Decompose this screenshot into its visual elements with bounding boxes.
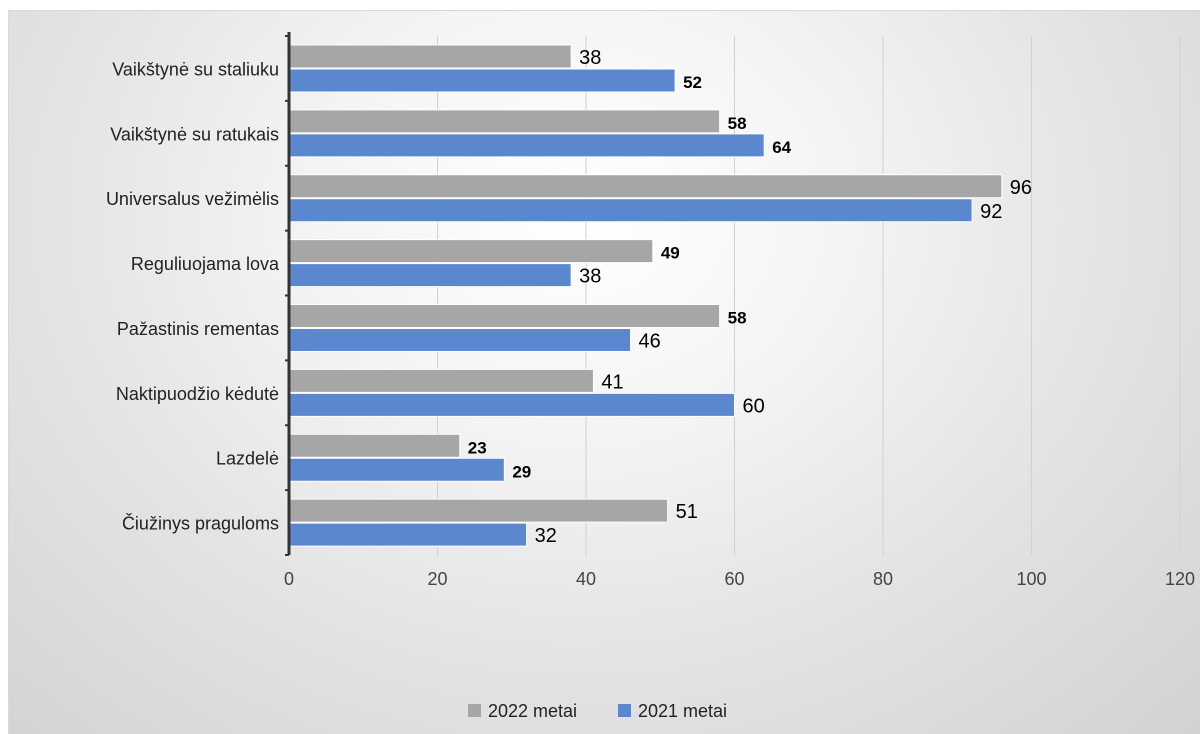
data-label: 58	[728, 309, 747, 328]
bar	[288, 174, 1003, 199]
category-label: Vaikštynė su staliuku	[112, 59, 279, 79]
data-label: 96	[1010, 177, 1032, 199]
category-label: Pažastinis rementas	[117, 319, 279, 339]
legend-label: 2021 metai	[638, 701, 727, 721]
category-labels: Vaikštynė su staliuku Vaikštynė su ratuka…	[106, 59, 280, 533]
legend-label: 2022 metai	[488, 701, 577, 721]
data-label: 51	[676, 501, 698, 523]
category-label: Čiužinys praguloms	[122, 513, 279, 534]
bar	[288, 304, 721, 328]
legend-swatch	[618, 704, 631, 717]
bar	[288, 263, 572, 288]
y-axis	[285, 32, 291, 556]
x-tick-label: 20	[427, 569, 447, 589]
data-label: 23	[468, 438, 487, 457]
data-label: 46	[639, 331, 661, 353]
x-tick-label: 100	[1016, 569, 1046, 589]
bar	[288, 133, 765, 158]
bar	[288, 392, 735, 417]
bar	[288, 44, 572, 69]
data-label: 38	[579, 266, 601, 288]
category-label: Naktipuodžio kėdutė	[116, 384, 279, 404]
legend-swatch	[468, 704, 481, 717]
data-label: 58	[728, 114, 747, 133]
bar	[288, 198, 973, 223]
data-label: 60	[743, 395, 765, 417]
bar	[288, 328, 632, 352]
data-label: 49	[661, 244, 680, 263]
legend: 2022 metai 2021 metai	[468, 701, 727, 721]
data-label: 52	[683, 73, 702, 92]
x-tick-label: 80	[873, 569, 893, 589]
x-tick-labels: 0 20 40 60 80 100 120	[284, 569, 1195, 589]
data-labels: 38 52 58 64 96 92 49 38 58 46 41 60 23 29 51 32	[468, 47, 1032, 547]
x-tick-label: 0	[284, 569, 294, 589]
bars	[288, 44, 1003, 547]
bar	[288, 457, 505, 482]
x-tick-label: 40	[576, 569, 596, 589]
category-label: Vaikštynė su ratukais	[110, 124, 279, 144]
category-label: Reguliuojama lova	[131, 254, 280, 274]
data-label: 41	[601, 371, 623, 393]
x-tick-label: 60	[724, 569, 744, 589]
bar	[288, 522, 528, 547]
category-label: Universalus vežimėlis	[106, 189, 279, 209]
data-label: 32	[535, 525, 557, 547]
data-label: 92	[980, 201, 1002, 223]
bar	[288, 368, 594, 393]
data-label: 29	[512, 462, 531, 481]
x-tick-label: 120	[1165, 569, 1195, 589]
data-label: 38	[579, 47, 601, 69]
bar	[288, 433, 461, 458]
bar	[288, 68, 676, 93]
bar	[288, 498, 669, 523]
data-label: 64	[772, 138, 791, 157]
category-label: Lazdelė	[216, 449, 279, 469]
bar	[288, 239, 654, 264]
bar	[288, 109, 721, 134]
